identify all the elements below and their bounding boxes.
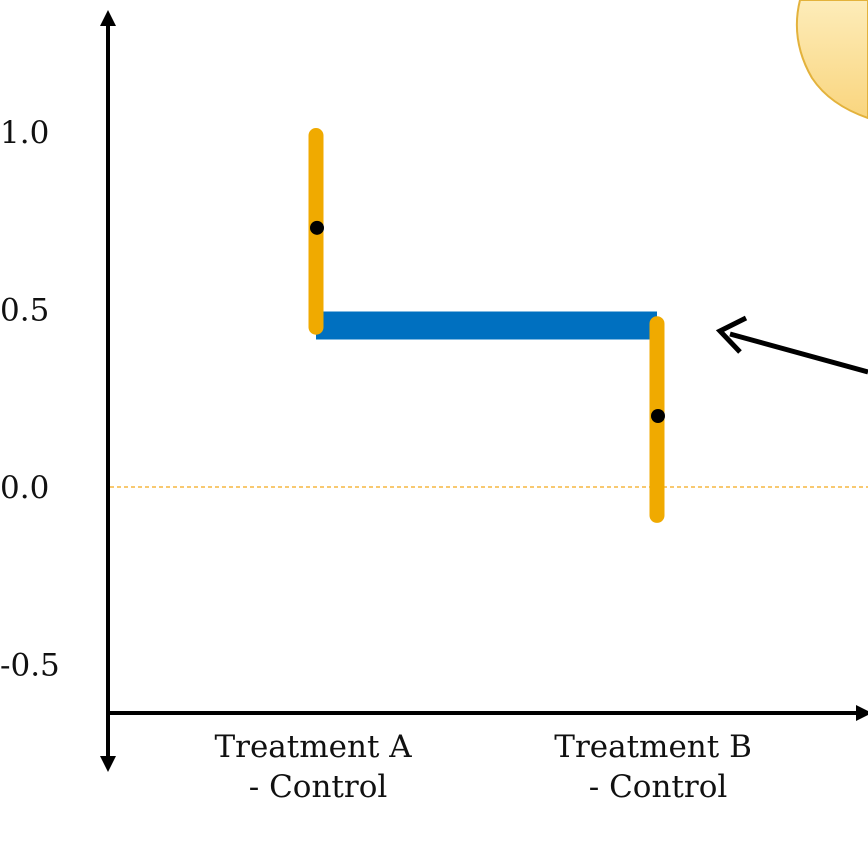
category-label-line: - Control <box>589 769 728 805</box>
y-axis <box>100 10 116 772</box>
category-label-line: - Control <box>249 769 388 805</box>
y-tick-label: 0.5 <box>0 293 49 329</box>
category-label-treatment-b: Treatment B - Control <box>554 729 761 805</box>
annotation-arrow <box>715 315 868 375</box>
y-axis-arrow-up-icon <box>100 10 116 26</box>
y-tick-label: 0.0 <box>0 470 49 506</box>
y-tick-labels: -0.5 0.0 0.5 1.0 <box>0 115 60 684</box>
y-tick-label: -0.5 <box>0 648 60 684</box>
category-label-treatment-a: Treatment A - Control <box>214 729 421 805</box>
x-axis-arrow-right-icon <box>856 705 868 721</box>
y-axis-arrow-down-icon <box>100 756 116 772</box>
category-label-line: Treatment B <box>554 729 752 765</box>
x-axis <box>106 705 868 721</box>
point-treatment-b <box>651 409 665 423</box>
callout-bubble <box>795 0 868 120</box>
category-label-line: Treatment A <box>214 729 412 765</box>
y-tick-label: 1.0 <box>0 115 49 151</box>
point-treatment-a <box>310 220 324 235</box>
